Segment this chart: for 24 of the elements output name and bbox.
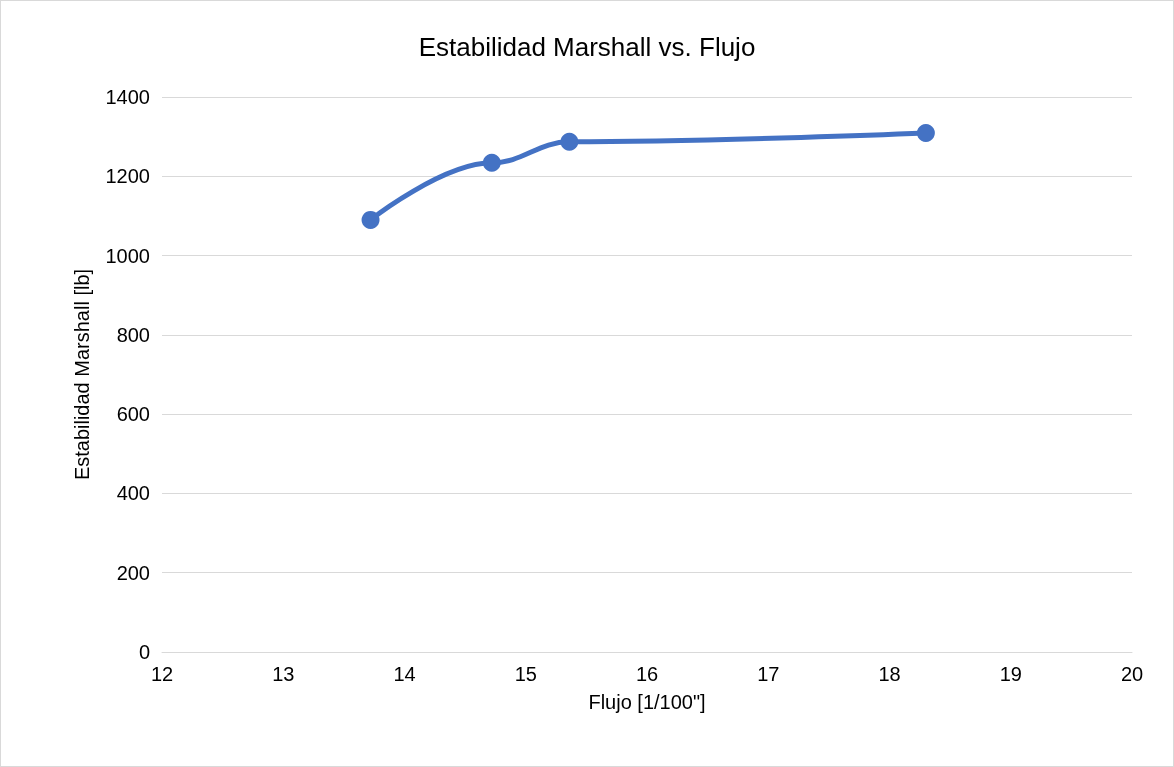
y-tick-label: 0 xyxy=(138,641,150,663)
x-tick-label: 16 xyxy=(635,663,659,685)
y-tick-label: 200 xyxy=(116,561,150,584)
x-tick-label: 18 xyxy=(878,663,901,685)
y-tick-label: 600 xyxy=(116,403,150,426)
y-tick-label: 1200 xyxy=(105,165,150,188)
y-tick-label: 800 xyxy=(116,323,150,346)
y-axis-title: Estabilidad Marshall [lb] xyxy=(71,268,93,481)
point xyxy=(482,153,501,172)
x-tick-label: 20 xyxy=(1120,663,1144,685)
point xyxy=(361,210,380,229)
x-tick-label: 13 xyxy=(272,663,295,685)
y-tick-label: 400 xyxy=(116,482,150,505)
y-tick-label: 1400 xyxy=(105,86,150,108)
y-tick-label: 1000 xyxy=(105,244,150,267)
x-tick-label: 19 xyxy=(999,663,1022,685)
point xyxy=(560,132,579,151)
x-tick-label: 14 xyxy=(393,663,416,685)
x-tick-label: 17 xyxy=(757,663,780,685)
x-tick-label: 15 xyxy=(514,663,537,685)
chart-title: Estabilidad Marshall vs. Flujo xyxy=(418,32,756,62)
point xyxy=(916,124,935,143)
x-axis-title: Flujo [1/100"] xyxy=(588,691,706,713)
x-tick-label: 12 xyxy=(150,663,174,685)
